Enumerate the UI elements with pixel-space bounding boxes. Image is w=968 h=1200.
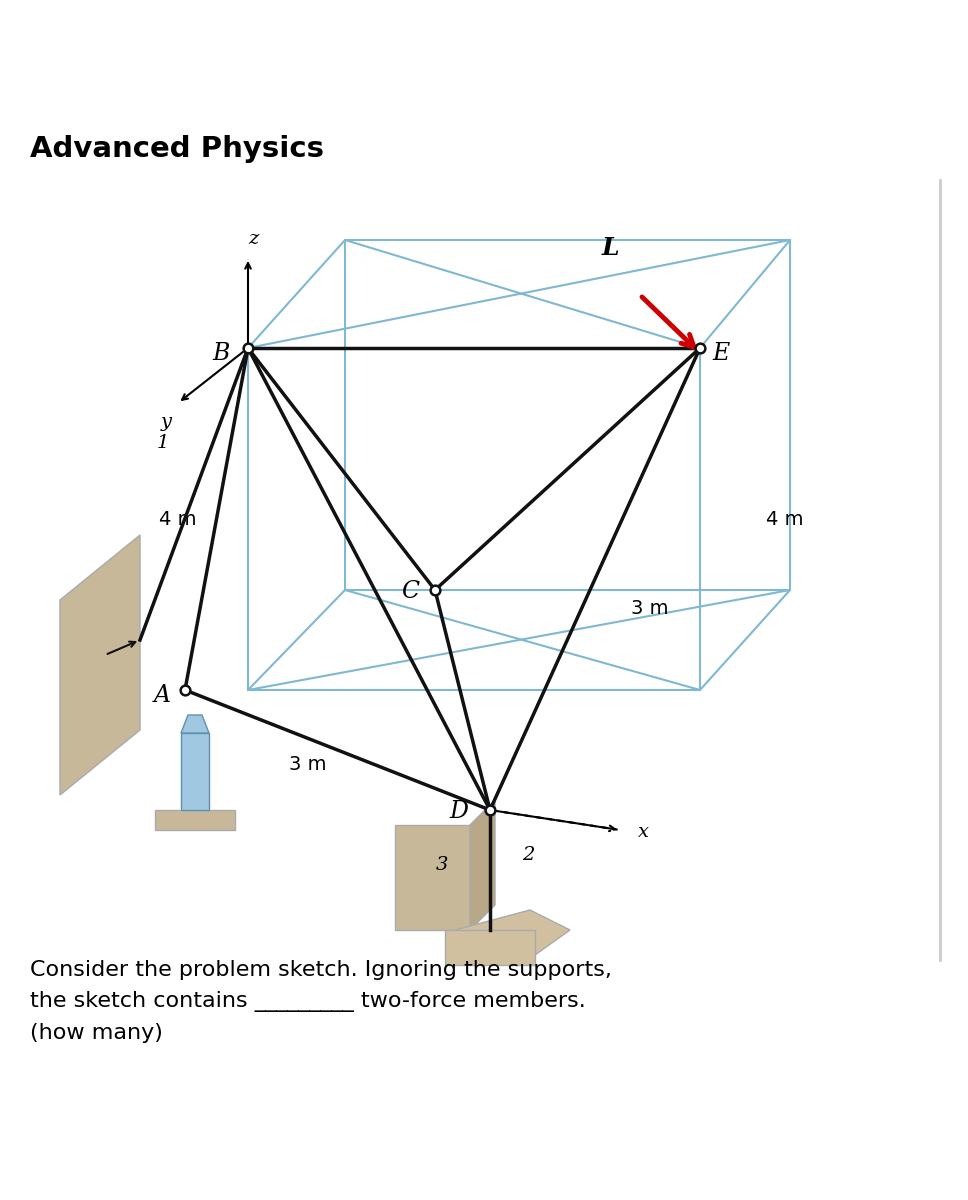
Polygon shape [181,733,209,810]
Text: z: z [248,230,258,248]
Text: 3: 3 [436,856,448,874]
Text: y: y [161,413,171,431]
Text: 4 m: 4 m [160,510,197,528]
Polygon shape [470,800,495,930]
Polygon shape [395,826,470,930]
Polygon shape [455,910,570,955]
Text: A: A [154,684,171,707]
Text: B: B [213,342,230,365]
Text: 4 m: 4 m [767,510,803,528]
Text: C: C [401,581,419,604]
Text: L: L [601,236,619,260]
Polygon shape [181,715,209,733]
Text: 3 m: 3 m [631,600,669,618]
Text: E: E [712,342,729,365]
Polygon shape [60,535,140,794]
Polygon shape [445,930,535,965]
Polygon shape [155,810,235,830]
Text: 2: 2 [522,846,534,864]
Text: x: x [638,823,649,841]
Text: 3 m: 3 m [288,756,326,774]
Text: Consider the problem sketch. Ignoring the supports,
the sketch contains ________: Consider the problem sketch. Ignoring th… [30,960,612,1043]
Text: Advanced Physics: Advanced Physics [30,136,324,163]
Text: 1: 1 [157,434,169,452]
Text: D: D [449,800,468,823]
